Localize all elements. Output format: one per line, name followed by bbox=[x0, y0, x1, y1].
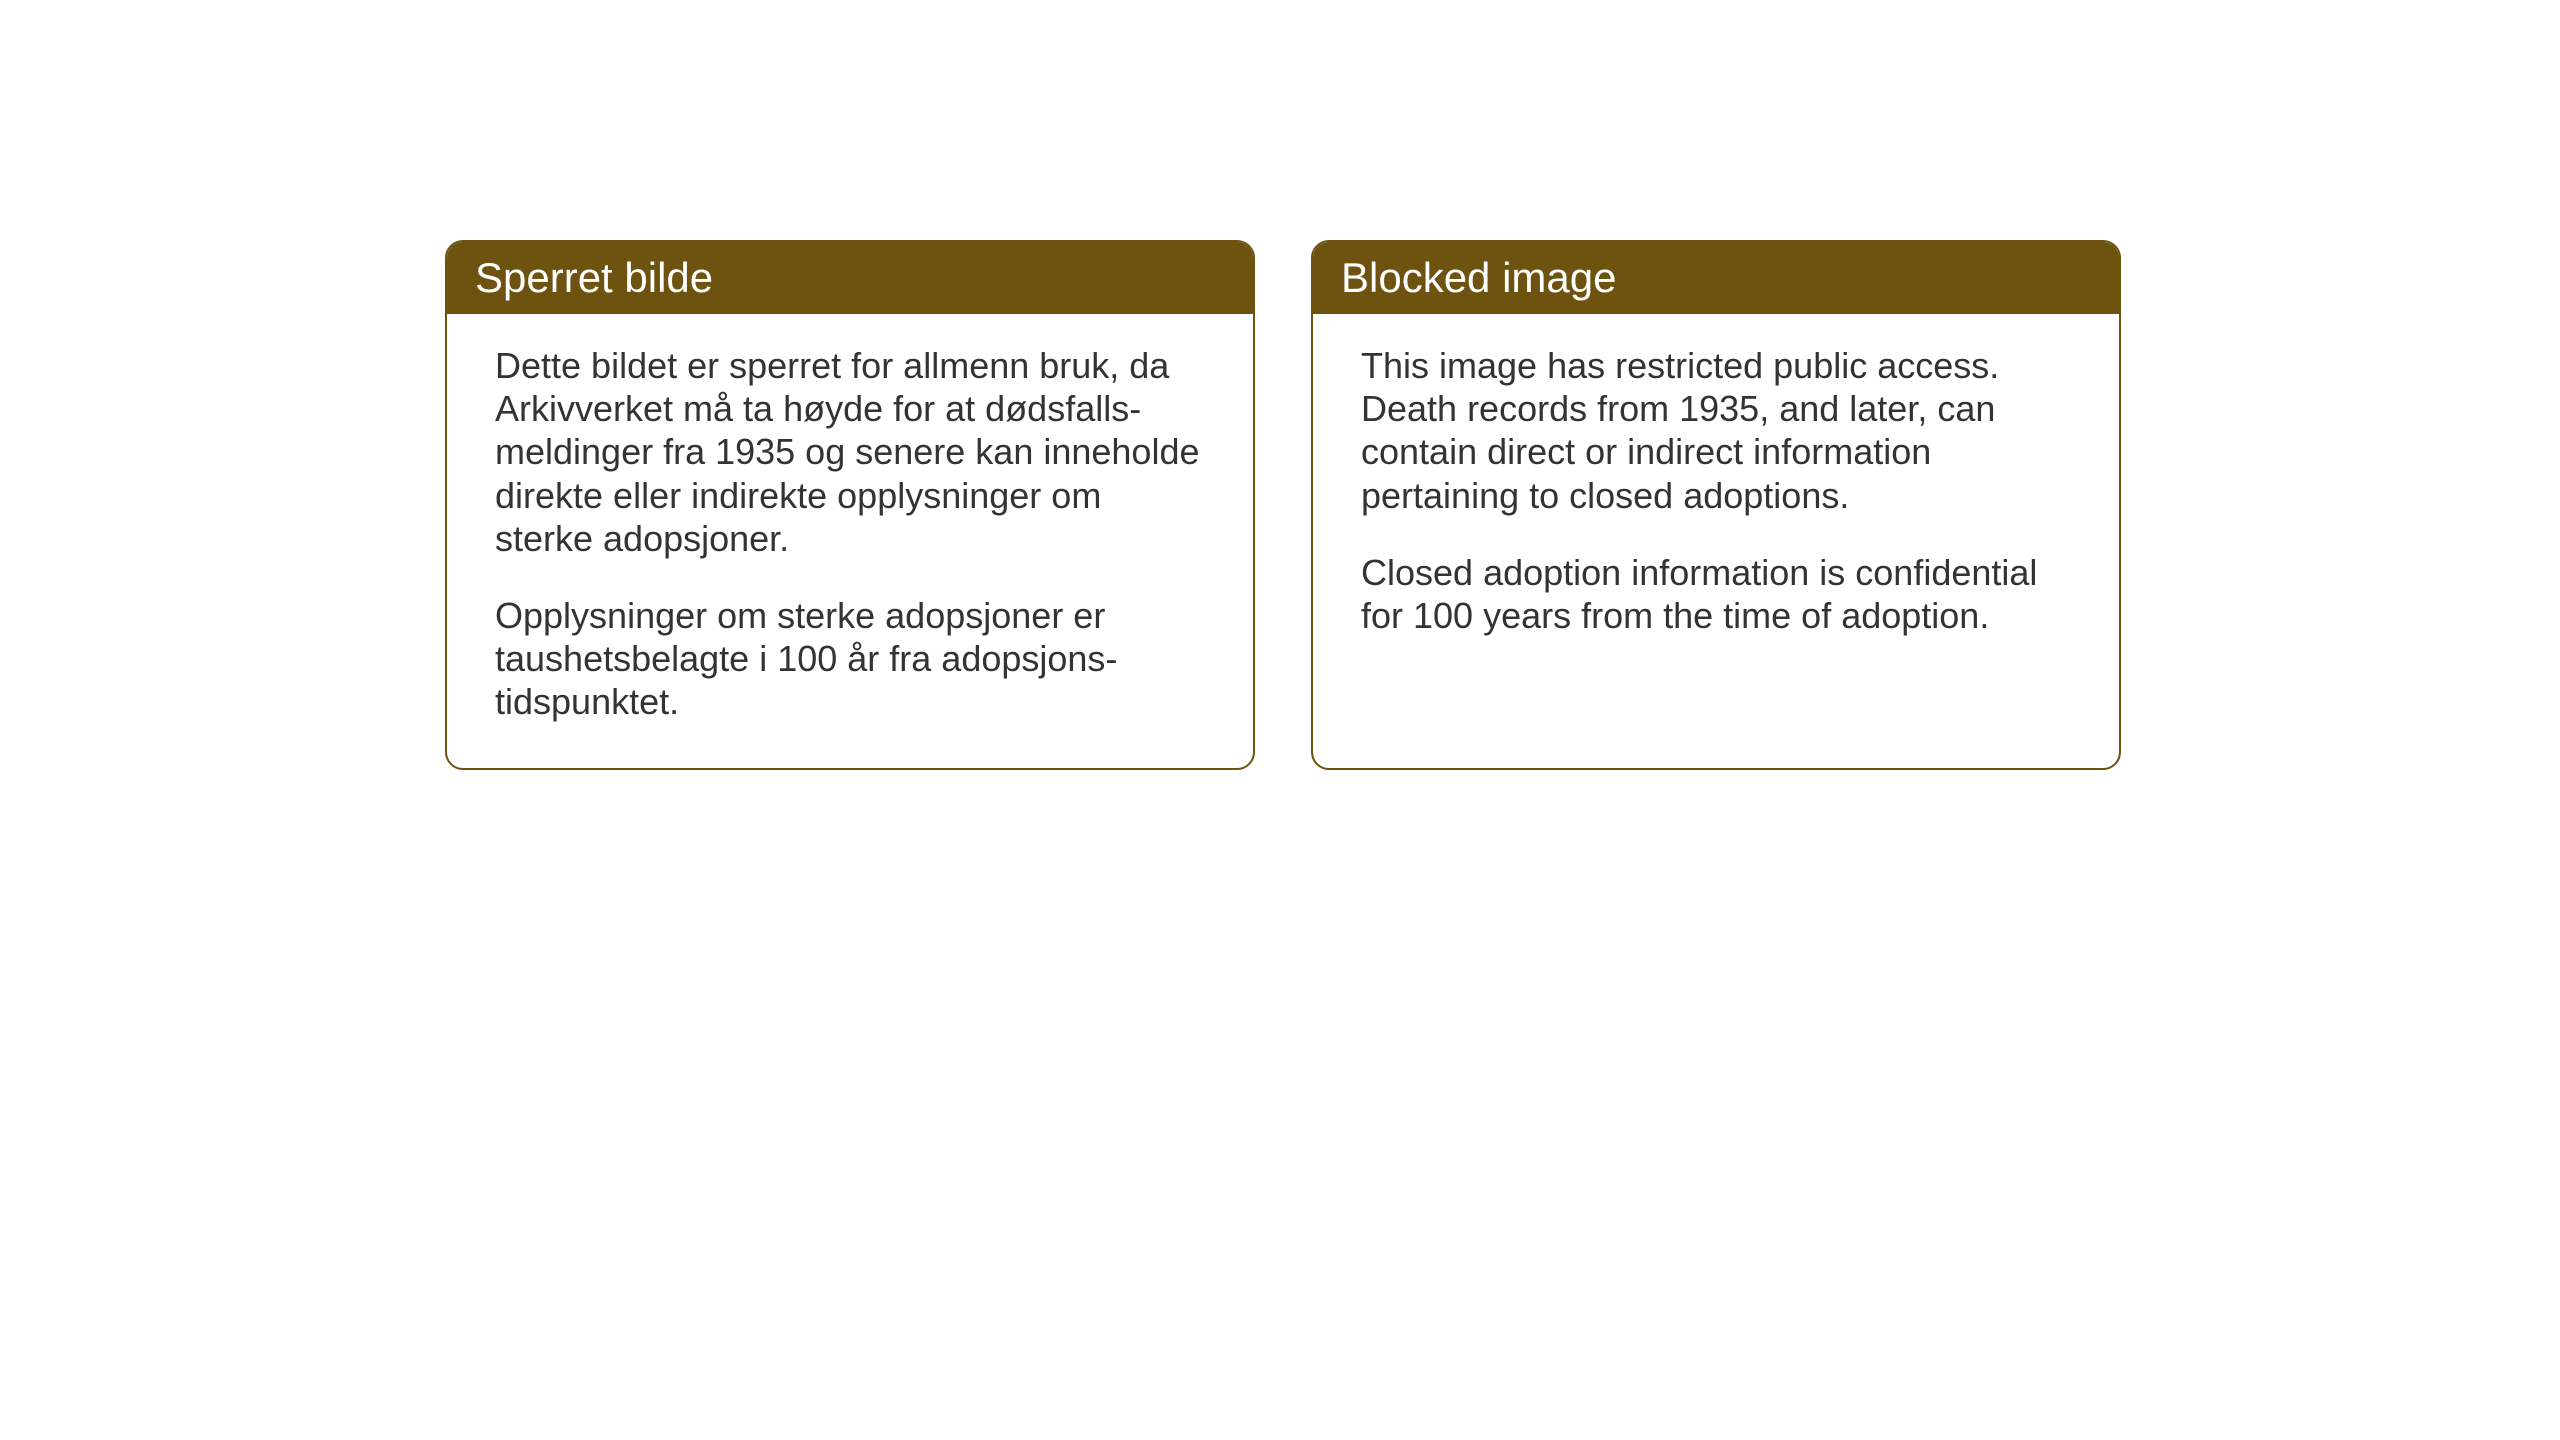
paragraph-2: Opplysninger om sterke adopsjoner er tau… bbox=[495, 594, 1205, 724]
blocked-image-card-norwegian: Sperret bilde Dette bildet er sperret fo… bbox=[445, 240, 1255, 770]
card-title: Blocked image bbox=[1341, 254, 1616, 301]
card-title: Sperret bilde bbox=[475, 254, 713, 301]
card-header-norwegian: Sperret bilde bbox=[447, 242, 1253, 314]
paragraph-2: Closed adoption information is confident… bbox=[1361, 551, 2071, 637]
paragraph-1: This image has restricted public access.… bbox=[1361, 344, 2071, 517]
cards-container: Sperret bilde Dette bildet er sperret fo… bbox=[445, 240, 2121, 770]
card-body-norwegian: Dette bildet er sperret for allmenn bruk… bbox=[447, 314, 1253, 768]
paragraph-1: Dette bildet er sperret for allmenn bruk… bbox=[495, 344, 1205, 560]
blocked-image-card-english: Blocked image This image has restricted … bbox=[1311, 240, 2121, 770]
card-body-english: This image has restricted public access.… bbox=[1313, 314, 2119, 681]
card-header-english: Blocked image bbox=[1313, 242, 2119, 314]
